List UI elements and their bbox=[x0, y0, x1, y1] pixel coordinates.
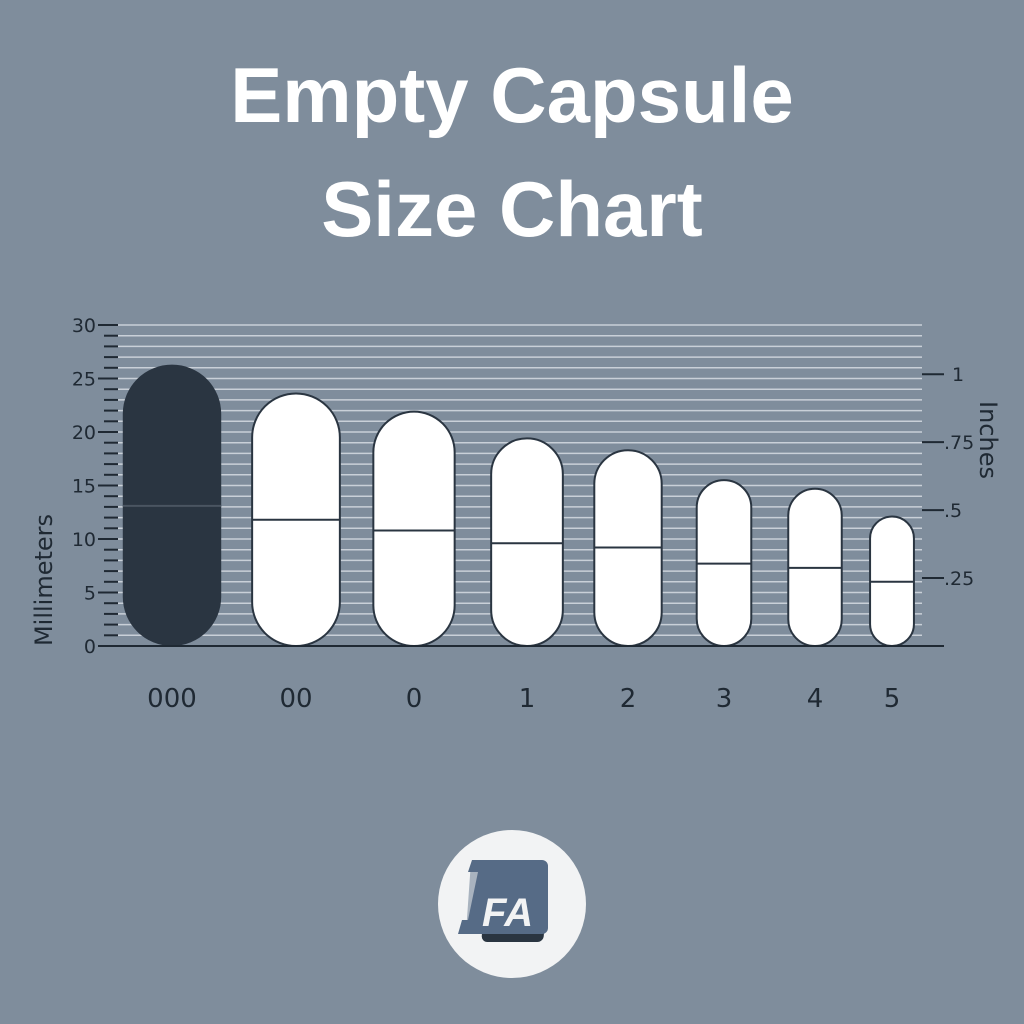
title-line-2: Size Chart bbox=[321, 165, 703, 253]
title-line-1: Empty Capsule bbox=[230, 51, 794, 139]
capsule-00 bbox=[251, 392, 341, 648]
y-tick-label: 10 bbox=[72, 529, 96, 551]
y-axis-label: Millimeters bbox=[30, 514, 58, 646]
y-tick-label: 15 bbox=[72, 476, 96, 498]
logo: FA bbox=[438, 830, 586, 978]
y-tick-label: 0 bbox=[84, 636, 96, 658]
y-tick-label: 5 bbox=[84, 583, 96, 605]
capsule-3 bbox=[695, 479, 753, 647]
y2-tick-label: .25 bbox=[944, 568, 974, 590]
y-tick-label: 30 bbox=[72, 315, 96, 337]
logo-text: FA bbox=[482, 891, 533, 935]
y2-tick-label: .5 bbox=[944, 500, 962, 522]
category-label: 000 bbox=[147, 684, 197, 714]
capsule-4 bbox=[787, 487, 843, 647]
capsule-000 bbox=[122, 364, 222, 646]
capsule-1 bbox=[490, 437, 564, 648]
y2-tick-label: 1 bbox=[952, 364, 964, 386]
category-label: 3 bbox=[716, 684, 733, 714]
category-label: 5 bbox=[884, 684, 901, 714]
capsule-body bbox=[372, 410, 456, 648]
category-label: 0 bbox=[406, 684, 423, 714]
capsule-2 bbox=[593, 449, 663, 647]
category-label: 00 bbox=[279, 684, 312, 714]
category-label: 2 bbox=[620, 684, 637, 714]
capsule-0 bbox=[372, 410, 456, 648]
category-label: 1 bbox=[519, 684, 536, 714]
y2-axis-label: Inches bbox=[974, 401, 1002, 479]
capsule-body bbox=[490, 437, 564, 648]
category-label: 4 bbox=[807, 684, 824, 714]
y-tick-label: 20 bbox=[72, 422, 96, 444]
y-tick-label: 25 bbox=[72, 369, 96, 391]
y2-tick-label: .75 bbox=[944, 432, 974, 454]
capsule-5 bbox=[869, 515, 915, 648]
